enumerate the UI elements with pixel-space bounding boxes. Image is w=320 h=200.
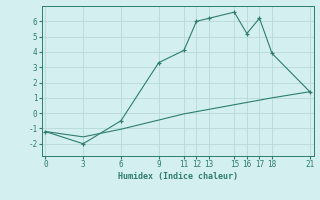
X-axis label: Humidex (Indice chaleur): Humidex (Indice chaleur) <box>118 172 237 181</box>
